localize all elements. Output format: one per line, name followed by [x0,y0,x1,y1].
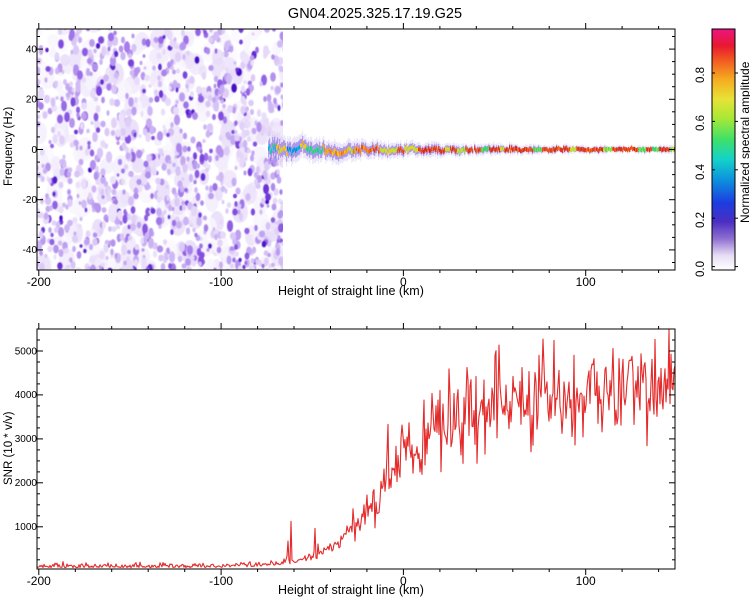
svg-text:40: 40 [26,44,38,55]
svg-text:100: 100 [576,574,596,588]
svg-text:-100: -100 [209,574,233,588]
svg-text:100: 100 [576,275,596,289]
svg-text:0: 0 [31,145,37,156]
svg-text:-200: -200 [27,574,51,588]
svg-text:-200: -200 [27,275,51,289]
svg-text:20: 20 [26,95,38,106]
svg-text:-40: -40 [23,245,38,256]
svg-text:-20: -20 [23,195,38,206]
svg-text:-100: -100 [209,275,233,289]
